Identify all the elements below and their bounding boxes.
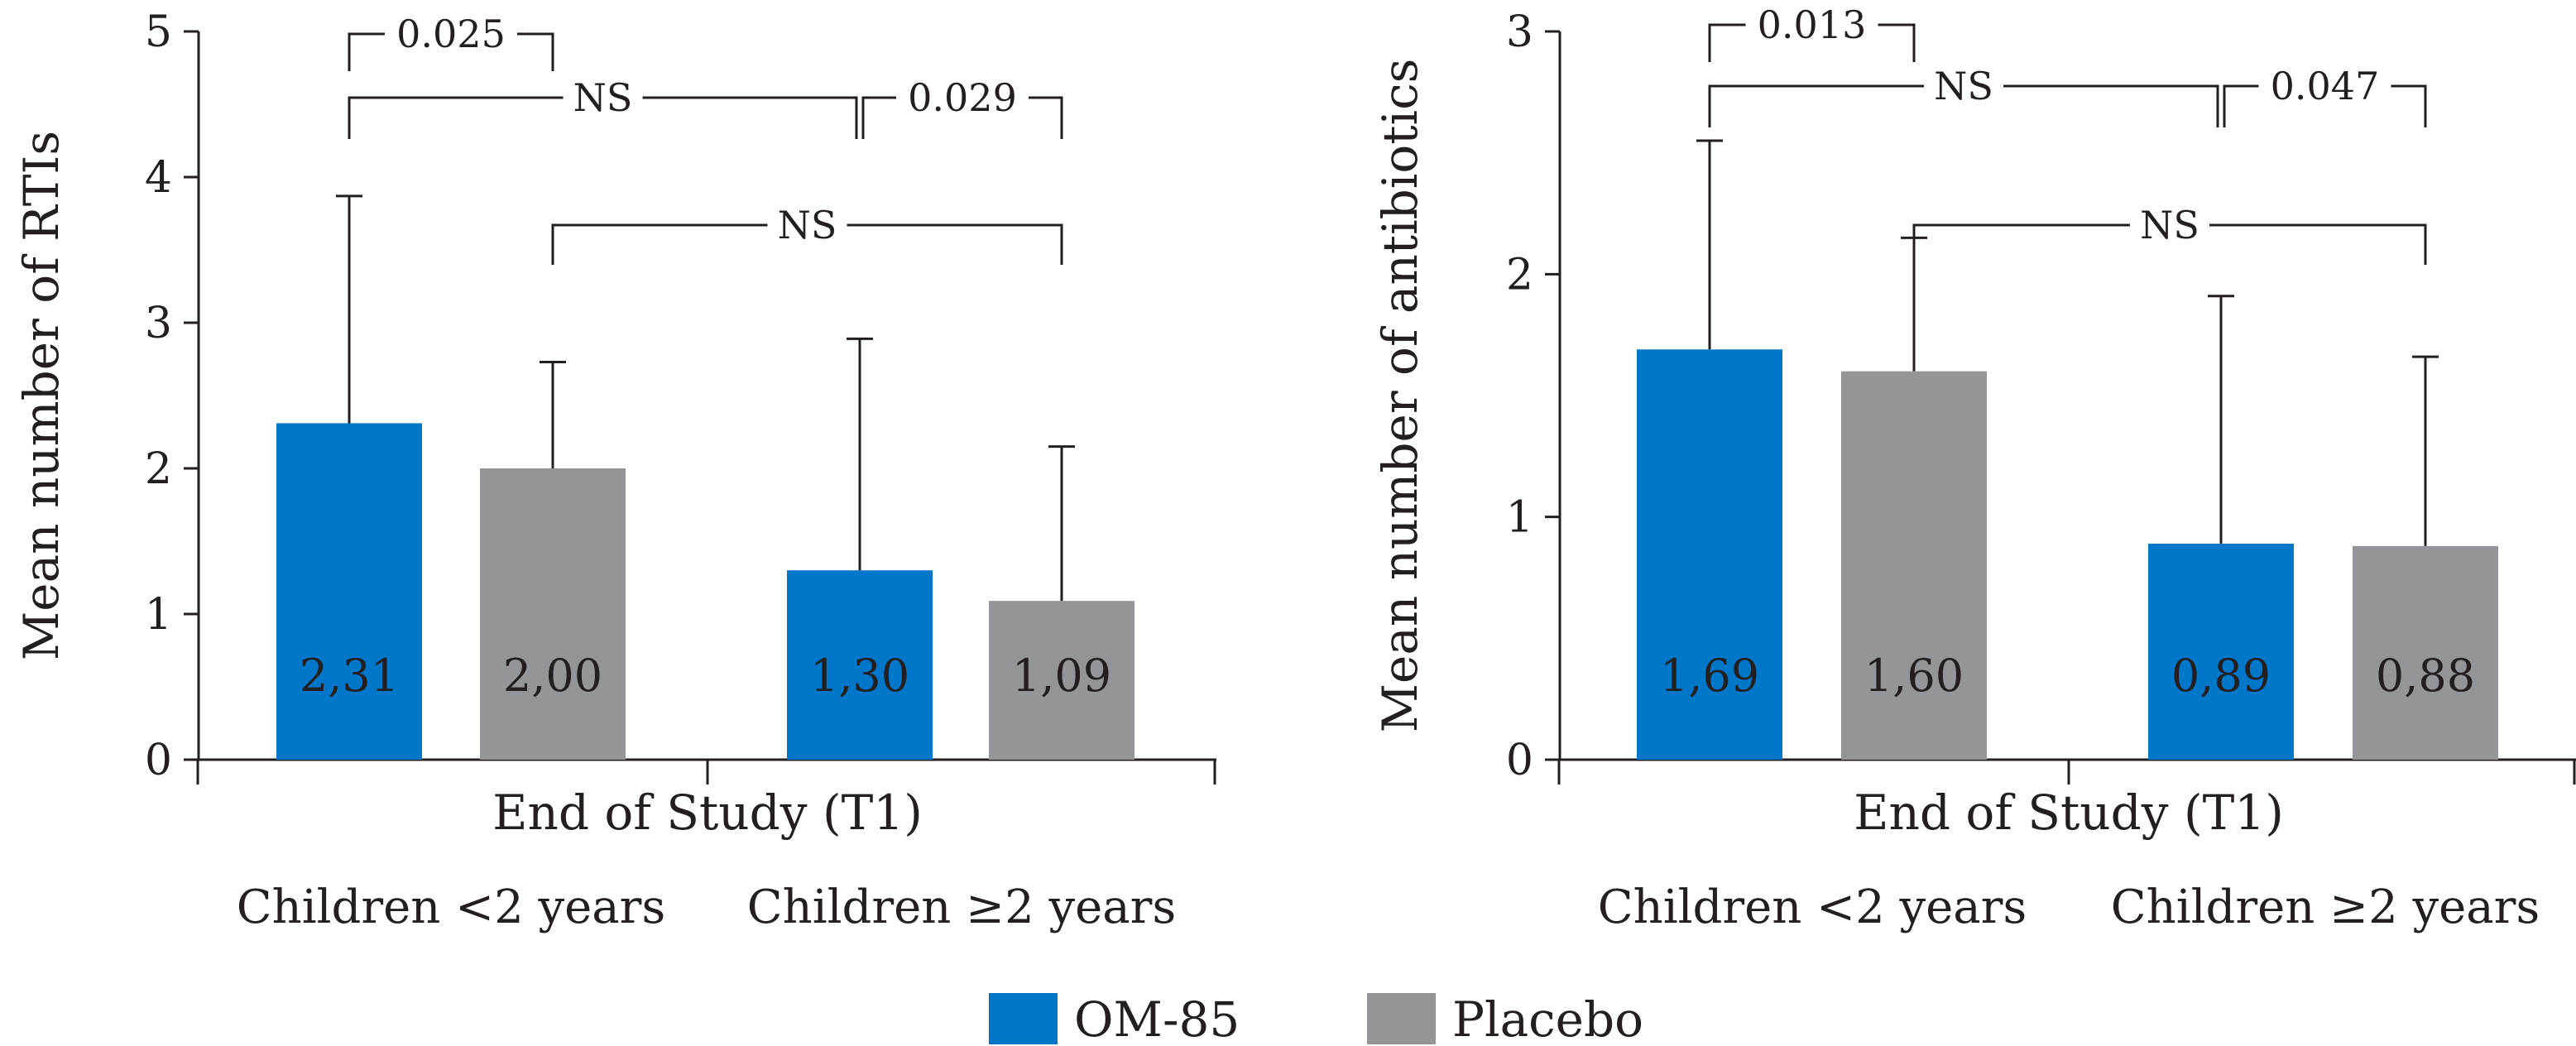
bar-value-label: 0,89 <box>2171 650 2271 702</box>
significance-label: 0.047 <box>2271 64 2380 108</box>
bar <box>2148 543 2294 760</box>
legend: OM-85 Placebo <box>989 991 1643 1046</box>
bar <box>1841 371 1987 760</box>
significance-bracket <box>551 223 1063 265</box>
chart-rtis: 0 1 2 3 4 5 Mean number of RTIs End of Study (T… <box>13 7 1216 934</box>
x-category-label: Children <2 years <box>1598 880 2027 934</box>
y-tick-label: 0 <box>145 736 172 785</box>
bar-value-label: 0,88 <box>2376 650 2475 702</box>
y-tick-label: 2 <box>145 444 172 494</box>
x-axis-title: End of Study (T1) <box>492 784 923 841</box>
legend-swatch-placebo <box>1367 993 1436 1044</box>
significance-label: NS <box>2140 203 2199 247</box>
legend-label-om85: OM-85 <box>1074 991 1240 1046</box>
significance-label: NS <box>778 203 837 247</box>
significance-label: NS <box>1934 64 1993 108</box>
y-axis-title: Mean number of RTIs <box>13 131 70 660</box>
significance-label: 0.029 <box>908 75 1017 120</box>
significance-bracket <box>1912 223 2427 265</box>
bar <box>1637 349 1782 760</box>
y-tick-label: 1 <box>145 590 172 640</box>
bar-value-label: 2,31 <box>300 650 399 702</box>
y-axis-title: Mean number of antibiotics <box>1372 59 1428 733</box>
significance-bracket <box>2223 84 2427 127</box>
legend-label-placebo: Placebo <box>1452 991 1643 1046</box>
x-category-label: Children <2 years <box>237 880 665 934</box>
y-tick-label: 0 <box>1506 736 1533 785</box>
chart-antibiotics: 0 1 2 3 Mean number of antibiotics End of Stu… <box>1372 2 2576 934</box>
significance-bracket <box>348 96 858 139</box>
x-axis-title: End of Study (T1) <box>1854 784 2284 841</box>
bar <box>989 601 1134 760</box>
significance-bracket <box>1708 23 1916 62</box>
significance-label: 0.013 <box>1758 2 1867 47</box>
y-tick-label: 3 <box>1506 7 1533 57</box>
bar <box>2353 545 2498 760</box>
y-tick-label: 4 <box>145 153 172 203</box>
y-tick-label: 2 <box>1506 250 1533 300</box>
bar <box>787 570 933 760</box>
y-tick-label: 3 <box>145 299 172 348</box>
bar-value-label: 2,00 <box>503 650 602 702</box>
significance-label: 0.025 <box>396 12 506 56</box>
y-tick-label: 1 <box>1506 493 1533 543</box>
significance-bracket <box>861 96 1063 139</box>
bar-value-label: 1,60 <box>1864 650 1964 702</box>
bar <box>276 423 422 760</box>
y-tick-label: 5 <box>145 7 172 57</box>
bar <box>480 468 626 760</box>
bar-value-label: 1,30 <box>810 650 909 702</box>
x-category-label: Children ≥2 years <box>2111 880 2540 934</box>
significance-bracket <box>1708 84 2219 127</box>
significance-bracket <box>348 32 554 71</box>
bar-value-label: 1,69 <box>1660 650 1759 702</box>
x-category-label: Children ≥2 years <box>747 880 1176 934</box>
legend-swatch-om85 <box>989 993 1058 1044</box>
significance-label: NS <box>573 75 633 120</box>
bar-value-label: 1,09 <box>1012 650 1111 702</box>
